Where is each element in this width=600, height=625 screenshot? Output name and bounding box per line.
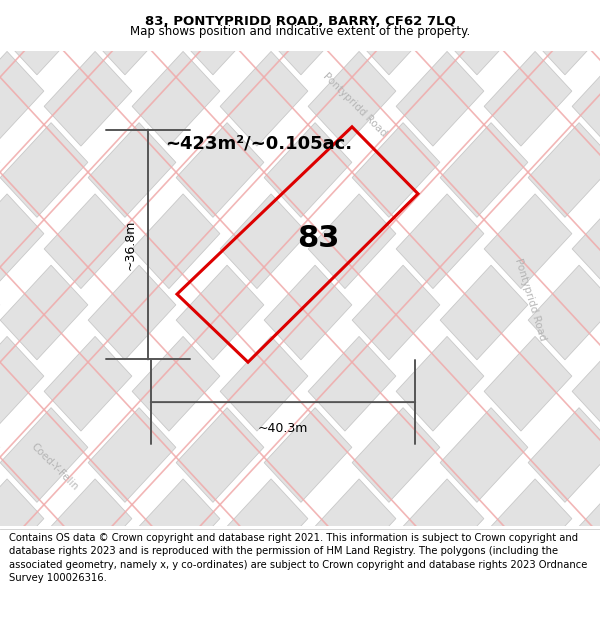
Polygon shape <box>352 0 440 75</box>
Polygon shape <box>264 408 352 502</box>
Polygon shape <box>0 408 88 502</box>
Polygon shape <box>528 122 600 218</box>
Polygon shape <box>220 336 308 431</box>
Text: Contains OS data © Crown copyright and database right 2021. This information is : Contains OS data © Crown copyright and d… <box>9 533 587 582</box>
Polygon shape <box>308 194 396 289</box>
Polygon shape <box>88 408 176 502</box>
Text: Pontypridd Road: Pontypridd Road <box>513 257 547 342</box>
Polygon shape <box>132 194 220 289</box>
Polygon shape <box>440 265 528 360</box>
Polygon shape <box>220 51 308 146</box>
Polygon shape <box>484 51 572 146</box>
Polygon shape <box>0 51 44 146</box>
Polygon shape <box>572 51 600 146</box>
Text: Map shows position and indicative extent of the property.: Map shows position and indicative extent… <box>130 26 470 39</box>
Polygon shape <box>88 550 176 625</box>
Polygon shape <box>0 0 88 75</box>
Polygon shape <box>528 550 600 625</box>
Polygon shape <box>88 265 176 360</box>
Polygon shape <box>44 194 132 289</box>
Polygon shape <box>264 122 352 218</box>
Polygon shape <box>0 122 88 218</box>
Polygon shape <box>44 51 132 146</box>
Polygon shape <box>0 479 44 574</box>
Polygon shape <box>308 479 396 574</box>
Polygon shape <box>440 122 528 218</box>
Polygon shape <box>484 194 572 289</box>
Polygon shape <box>0 0 44 4</box>
Polygon shape <box>484 336 572 431</box>
Polygon shape <box>264 0 352 75</box>
Polygon shape <box>0 265 88 360</box>
Polygon shape <box>352 122 440 218</box>
Polygon shape <box>352 408 440 502</box>
Polygon shape <box>528 408 600 502</box>
Polygon shape <box>132 336 220 431</box>
Polygon shape <box>220 479 308 574</box>
Text: Pontypridd Road: Pontypridd Road <box>321 71 389 139</box>
Polygon shape <box>308 51 396 146</box>
Polygon shape <box>308 336 396 431</box>
Polygon shape <box>396 479 484 574</box>
Polygon shape <box>176 0 264 75</box>
Polygon shape <box>440 408 528 502</box>
Polygon shape <box>44 336 132 431</box>
Polygon shape <box>396 336 484 431</box>
Polygon shape <box>484 0 572 4</box>
Polygon shape <box>132 479 220 574</box>
Polygon shape <box>572 479 600 574</box>
Polygon shape <box>220 194 308 289</box>
Text: ~36.8m: ~36.8m <box>124 219 137 269</box>
Polygon shape <box>132 51 220 146</box>
Polygon shape <box>440 0 528 75</box>
Text: Coed-Y-Felin: Coed-Y-Felin <box>29 441 80 493</box>
Polygon shape <box>308 0 396 4</box>
Polygon shape <box>528 0 600 75</box>
Polygon shape <box>176 550 264 625</box>
Polygon shape <box>352 550 440 625</box>
Polygon shape <box>44 0 132 4</box>
Polygon shape <box>264 265 352 360</box>
Text: 83, PONTYPRIDD ROAD, BARRY, CF62 7LQ: 83, PONTYPRIDD ROAD, BARRY, CF62 7LQ <box>145 16 455 28</box>
Polygon shape <box>396 51 484 146</box>
Polygon shape <box>440 550 528 625</box>
Polygon shape <box>132 0 220 4</box>
Polygon shape <box>396 0 484 4</box>
Polygon shape <box>396 194 484 289</box>
Text: 83: 83 <box>298 224 340 253</box>
Polygon shape <box>176 408 264 502</box>
Polygon shape <box>176 122 264 218</box>
Polygon shape <box>484 479 572 574</box>
Polygon shape <box>0 550 88 625</box>
Polygon shape <box>176 265 264 360</box>
Polygon shape <box>572 0 600 4</box>
Polygon shape <box>572 336 600 431</box>
Polygon shape <box>264 550 352 625</box>
Polygon shape <box>220 0 308 4</box>
Polygon shape <box>352 265 440 360</box>
Text: ~40.3m: ~40.3m <box>258 421 308 434</box>
Polygon shape <box>0 336 44 431</box>
Polygon shape <box>572 194 600 289</box>
Polygon shape <box>528 265 600 360</box>
Text: ~423m²/~0.105ac.: ~423m²/~0.105ac. <box>165 134 352 152</box>
Polygon shape <box>44 479 132 574</box>
Polygon shape <box>0 194 44 289</box>
Polygon shape <box>88 0 176 75</box>
Polygon shape <box>88 122 176 218</box>
